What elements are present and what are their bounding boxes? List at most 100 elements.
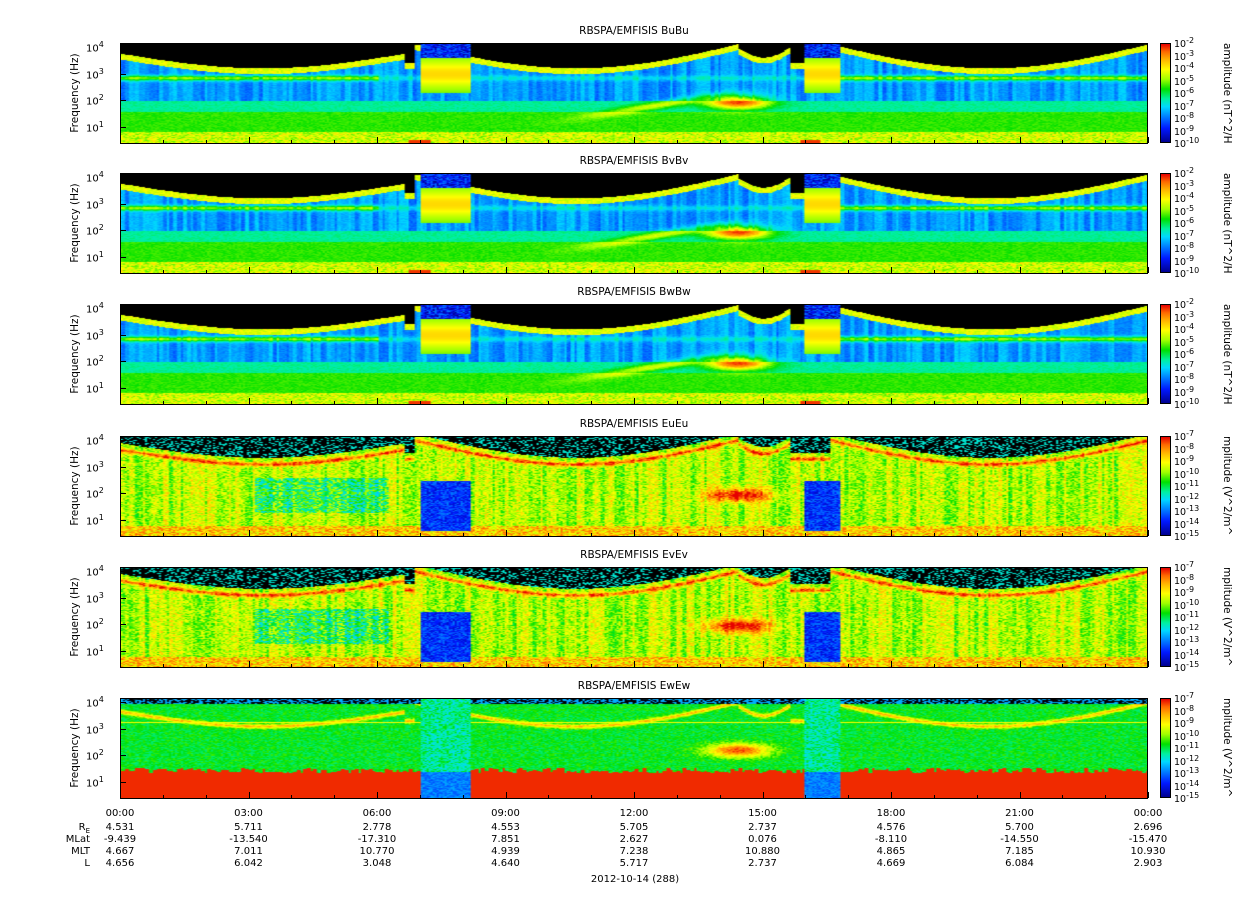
colorbar-tick-label: 10-6: [1174, 347, 1195, 362]
y-tick-mark: [120, 493, 126, 495]
x-tick-label: 12:00: [619, 808, 649, 819]
colorbar-tick-label: 10-11: [1174, 610, 1200, 625]
x-tick-mark: [848, 270, 850, 273]
x-tick-mark: [1105, 270, 1107, 273]
colorbar: [1160, 304, 1171, 404]
y-tick-mark: [120, 47, 126, 48]
x-tick-label: 00:00: [1133, 808, 1163, 819]
ephemeris-value: 4.531: [105, 822, 135, 833]
x-tick-mark: [291, 140, 293, 143]
x-tick-mark: [162, 401, 164, 404]
spectrogram-image: [121, 567, 1148, 667]
y-tick-mark: [120, 702, 126, 703]
y-tick-label: 104: [86, 695, 104, 710]
colorbar-tick-label: 10-15: [1174, 660, 1200, 675]
x-tick-mark: [120, 267, 121, 273]
x-tick-mark: [1062, 140, 1064, 143]
x-tick-mark: [334, 795, 336, 798]
y-axis-label: Frequency (Hz): [69, 314, 81, 394]
ephemeris-value: 2.696: [1133, 822, 1163, 833]
x-tick-mark: [419, 795, 421, 798]
x-tick-mark: [162, 270, 164, 273]
x-tick-mark: [162, 795, 164, 798]
ephemeris-value: 7.238: [619, 846, 649, 857]
x-tick-mark: [1019, 792, 1021, 798]
x-tick-mark: [162, 664, 164, 667]
ephemeris-value: 2.627: [619, 834, 649, 845]
x-tick-mark: [419, 270, 421, 273]
x-tick-mark: [1062, 664, 1064, 667]
ephemeris-value: 4.667: [105, 846, 135, 857]
x-tick-mark: [548, 270, 550, 273]
x-tick-mark: [1019, 661, 1021, 667]
colorbar-tick-label: 10-12: [1174, 753, 1200, 768]
colorbar-tick-label: 10-8: [1174, 441, 1195, 456]
x-tick-mark: [1105, 795, 1107, 798]
y-tick-mark: [120, 73, 126, 75]
ephemeris-value: 10.770: [359, 846, 395, 857]
y-tick-label: 101: [86, 775, 104, 790]
ephemeris-value: 4.553: [491, 822, 520, 833]
y-tick-label: 104: [86, 301, 104, 316]
x-tick-mark: [891, 530, 892, 536]
x-tick-mark: [248, 267, 250, 273]
ephemeris-value: -13.540: [229, 834, 268, 845]
colorbar-tick-label: 10-10: [1174, 266, 1200, 281]
colorbar-tick-label: 10-9: [1174, 123, 1195, 138]
x-tick-mark: [805, 140, 807, 143]
ephemeris-value: -15.470: [1128, 834, 1168, 845]
x-tick-mark: [719, 795, 721, 798]
x-tick-mark: [591, 401, 593, 404]
x-tick-mark: [1019, 267, 1021, 273]
x-tick-mark: [719, 270, 721, 273]
x-tick-mark: [162, 533, 164, 536]
x-tick-mark: [1148, 267, 1149, 273]
x-tick-mark: [1019, 137, 1021, 143]
x-tick-mark: [976, 270, 978, 273]
y-tick-label: 104: [86, 40, 104, 55]
colorbar-tick-label: 10-13: [1174, 635, 1200, 650]
colorbar-label: amplitude (nT^2/Hz): [1221, 173, 1233, 273]
ephemeris-value: -17.310: [357, 834, 397, 845]
ephemeris-value: 0.076: [748, 834, 777, 845]
ephemeris-value: 7.851: [491, 834, 520, 845]
ephemeris-value: 3.048: [362, 858, 392, 869]
ephemeris-row-label: L: [84, 858, 90, 869]
y-tick-mark: [120, 597, 126, 599]
colorbar-tick-label: 10-3: [1174, 178, 1195, 193]
y-axis-label: Frequency (Hz): [69, 53, 81, 133]
x-tick-mark: [891, 137, 892, 143]
x-tick-mark: [762, 792, 764, 798]
colorbar-tick-label: 10-11: [1174, 741, 1200, 756]
y-tick-mark: [120, 388, 126, 389]
x-tick-mark: [762, 661, 764, 667]
ephemeris-value: -14.550: [1000, 834, 1039, 845]
x-tick-mark: [676, 401, 678, 404]
ephemeris-value: 5.705: [619, 822, 649, 833]
y-tick-label: 104: [86, 564, 104, 579]
colorbar-tick-label: 10-8: [1174, 111, 1195, 126]
x-tick-mark: [462, 140, 464, 143]
x-tick-mark: [419, 664, 421, 667]
panel-title: RBSPA/EMFISIS BwBw: [577, 286, 691, 298]
ephemeris-value: 2.737: [748, 858, 777, 869]
y-tick-label: 103: [86, 459, 104, 474]
panel-title: RBSPA/EMFISIS BvBv: [579, 155, 689, 167]
colorbar-tick-label: 10-15: [1174, 529, 1200, 544]
colorbar-tick-label: 10-2: [1174, 166, 1195, 181]
y-tick-label: 103: [86, 721, 104, 736]
y-tick-label: 102: [86, 354, 104, 369]
x-tick-mark: [377, 137, 378, 143]
x-tick-mark: [462, 795, 464, 798]
ephemeris-value: 5.717: [619, 858, 649, 869]
x-tick-mark: [377, 530, 378, 536]
x-tick-mark: [891, 398, 892, 404]
colorbar: [1160, 698, 1171, 798]
x-tick-mark: [334, 401, 336, 404]
y-tick-label: 102: [86, 223, 104, 238]
ephemeris-value: 4.865: [876, 846, 906, 857]
ephemeris-value: 4.576: [876, 822, 906, 833]
x-tick-mark: [891, 267, 892, 273]
x-tick-mark: [719, 401, 721, 404]
ephemeris-value: 2.778: [362, 822, 392, 833]
